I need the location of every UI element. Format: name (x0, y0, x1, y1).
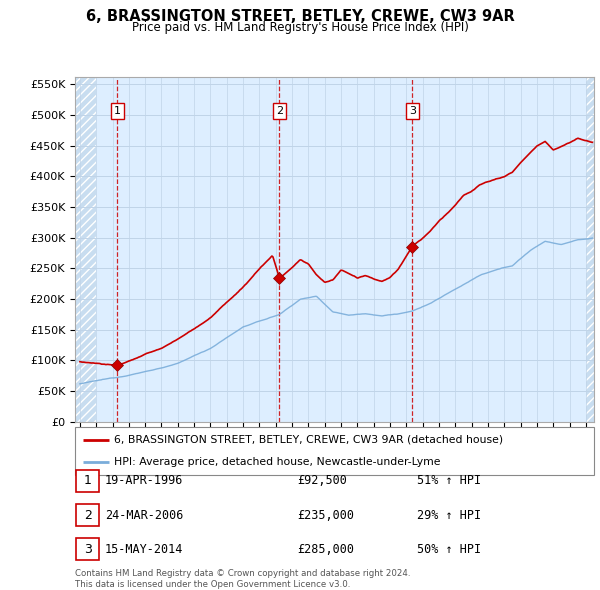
Text: 6, BRASSINGTON STREET, BETLEY, CREWE, CW3 9AR (detached house): 6, BRASSINGTON STREET, BETLEY, CREWE, CW… (114, 435, 503, 445)
Bar (586, 77, 594, 422)
Text: 24-MAR-2006: 24-MAR-2006 (105, 509, 184, 522)
Text: £285,000: £285,000 (297, 543, 354, 556)
Text: 51% ↑ HPI: 51% ↑ HPI (417, 474, 481, 487)
Text: £92,500: £92,500 (297, 474, 347, 487)
Text: £235,000: £235,000 (297, 509, 354, 522)
Text: 15-MAY-2014: 15-MAY-2014 (105, 543, 184, 556)
Text: 19-APR-1996: 19-APR-1996 (105, 474, 184, 487)
FancyBboxPatch shape (76, 538, 99, 560)
Text: 29% ↑ HPI: 29% ↑ HPI (417, 509, 481, 522)
Text: Contains HM Land Registry data © Crown copyright and database right 2024.
This d: Contains HM Land Registry data © Crown c… (75, 569, 410, 589)
Text: 1: 1 (114, 106, 121, 116)
FancyBboxPatch shape (75, 427, 594, 475)
Text: 2: 2 (276, 106, 283, 116)
Text: 2: 2 (83, 509, 92, 522)
Text: 6, BRASSINGTON STREET, BETLEY, CREWE, CW3 9AR: 6, BRASSINGTON STREET, BETLEY, CREWE, CW… (86, 9, 514, 24)
FancyBboxPatch shape (76, 504, 99, 526)
Text: 1: 1 (83, 474, 92, 487)
FancyBboxPatch shape (76, 470, 99, 492)
Text: HPI: Average price, detached house, Newcastle-under-Lyme: HPI: Average price, detached house, Newc… (114, 457, 440, 467)
Bar (75, 77, 96, 422)
Text: 50% ↑ HPI: 50% ↑ HPI (417, 543, 481, 556)
Text: 3: 3 (83, 543, 92, 556)
Text: 3: 3 (409, 106, 416, 116)
Text: Price paid vs. HM Land Registry's House Price Index (HPI): Price paid vs. HM Land Registry's House … (131, 21, 469, 34)
